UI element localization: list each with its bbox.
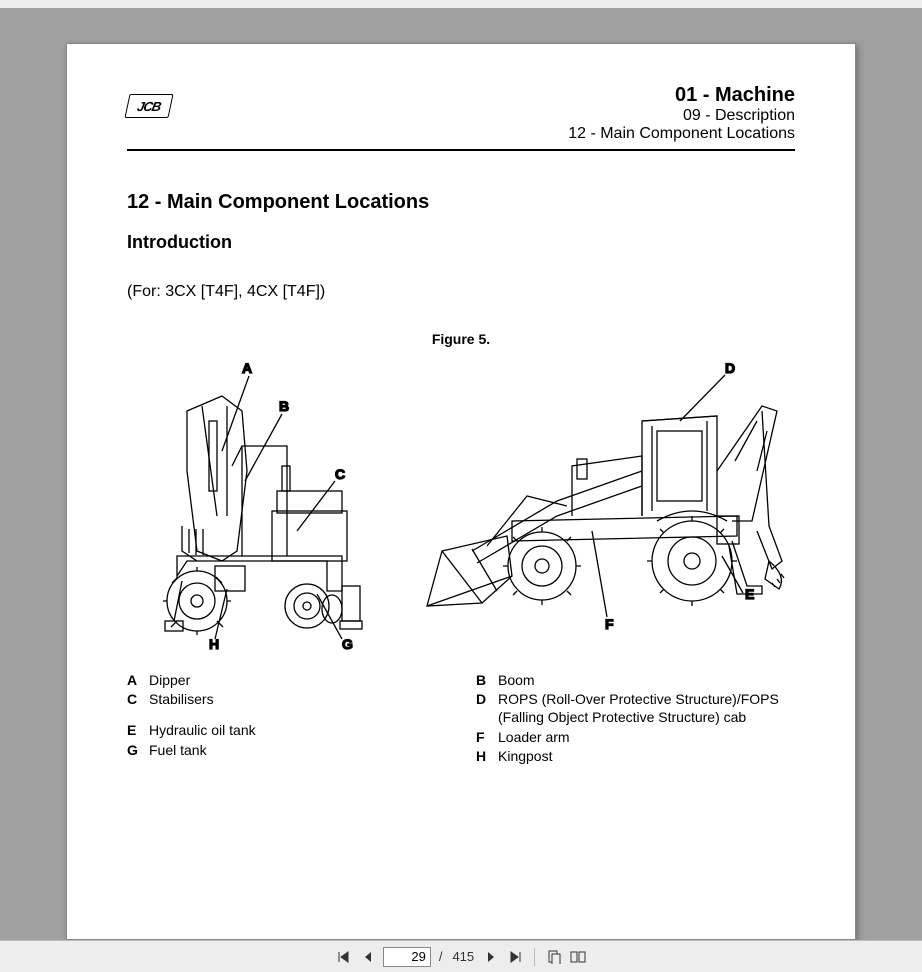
two-page-view-button[interactable] [569, 948, 587, 966]
page-header: JCB 01 - Machine 09 - Description 12 - M… [127, 84, 795, 151]
single-page-view-button[interactable] [545, 948, 563, 966]
figure-rear-view: A B C G H [127, 351, 417, 651]
label-d: D [725, 360, 735, 376]
legend-text: Kingpost [498, 747, 552, 765]
figure-side-view: D E F [417, 351, 797, 641]
page-separator: / [437, 949, 445, 964]
pdf-toolbar: / 415 [0, 940, 922, 972]
legend-key: F [476, 728, 498, 746]
component-legend: ADipper CStabilisers EHydraulic oil tank… [127, 671, 795, 766]
legend-key: B [476, 671, 498, 689]
first-page-button[interactable] [335, 948, 353, 966]
figures-row: A B C G H [127, 351, 795, 651]
legend-text: Boom [498, 671, 535, 689]
legend-left-column: ADipper CStabilisers EHydraulic oil tank… [127, 671, 446, 766]
section-title: 12 - Main Component Locations [127, 191, 795, 214]
legend-text: Stabilisers [149, 690, 214, 708]
header-breadcrumb: 01 - Machine 09 - Description 12 - Main … [568, 84, 795, 143]
legend-text: Dipper [149, 671, 190, 689]
legend-key: D [476, 690, 498, 726]
last-page-button[interactable] [506, 948, 524, 966]
legend-key: E [127, 721, 149, 739]
intro-heading: Introduction [127, 232, 795, 253]
jcb-logo: JCB [124, 94, 173, 118]
legend-key: C [127, 690, 149, 708]
label-b: B [279, 398, 289, 414]
legend-text: Fuel tank [149, 741, 207, 759]
figure-caption: Figure 5. [127, 331, 795, 347]
legend-key: G [127, 741, 149, 759]
label-h: H [209, 636, 219, 651]
legend-key: H [476, 747, 498, 765]
header-line-3: 12 - Main Component Locations [568, 125, 795, 143]
toolbar-separator [534, 948, 535, 966]
label-f: F [605, 616, 614, 632]
label-a: A [242, 360, 252, 376]
legend-right-column: BBoom DROPS (Roll-Over Protective Struct… [476, 671, 795, 766]
prev-page-button[interactable] [359, 948, 377, 966]
for-models: (For: 3CX [T4F], 4CX [T4F]) [127, 283, 795, 301]
pdf-viewer-area[interactable]: JCB 01 - Machine 09 - Description 12 - M… [0, 8, 922, 940]
label-c: C [335, 466, 345, 482]
next-page-button[interactable] [482, 948, 500, 966]
legend-text: Hydraulic oil tank [149, 721, 256, 739]
legend-text: ROPS (Roll-Over Protective Structure)/FO… [498, 690, 795, 726]
legend-text: Loader arm [498, 728, 570, 746]
document-page: JCB 01 - Machine 09 - Description 12 - M… [66, 43, 856, 940]
legend-key: A [127, 671, 149, 689]
logo-text: JCB [136, 99, 162, 114]
total-pages: 415 [450, 949, 476, 964]
header-line-1: 01 - Machine [568, 84, 795, 107]
header-line-2: 09 - Description [568, 107, 795, 125]
label-g: G [342, 636, 353, 651]
page-number-input[interactable] [383, 947, 431, 967]
